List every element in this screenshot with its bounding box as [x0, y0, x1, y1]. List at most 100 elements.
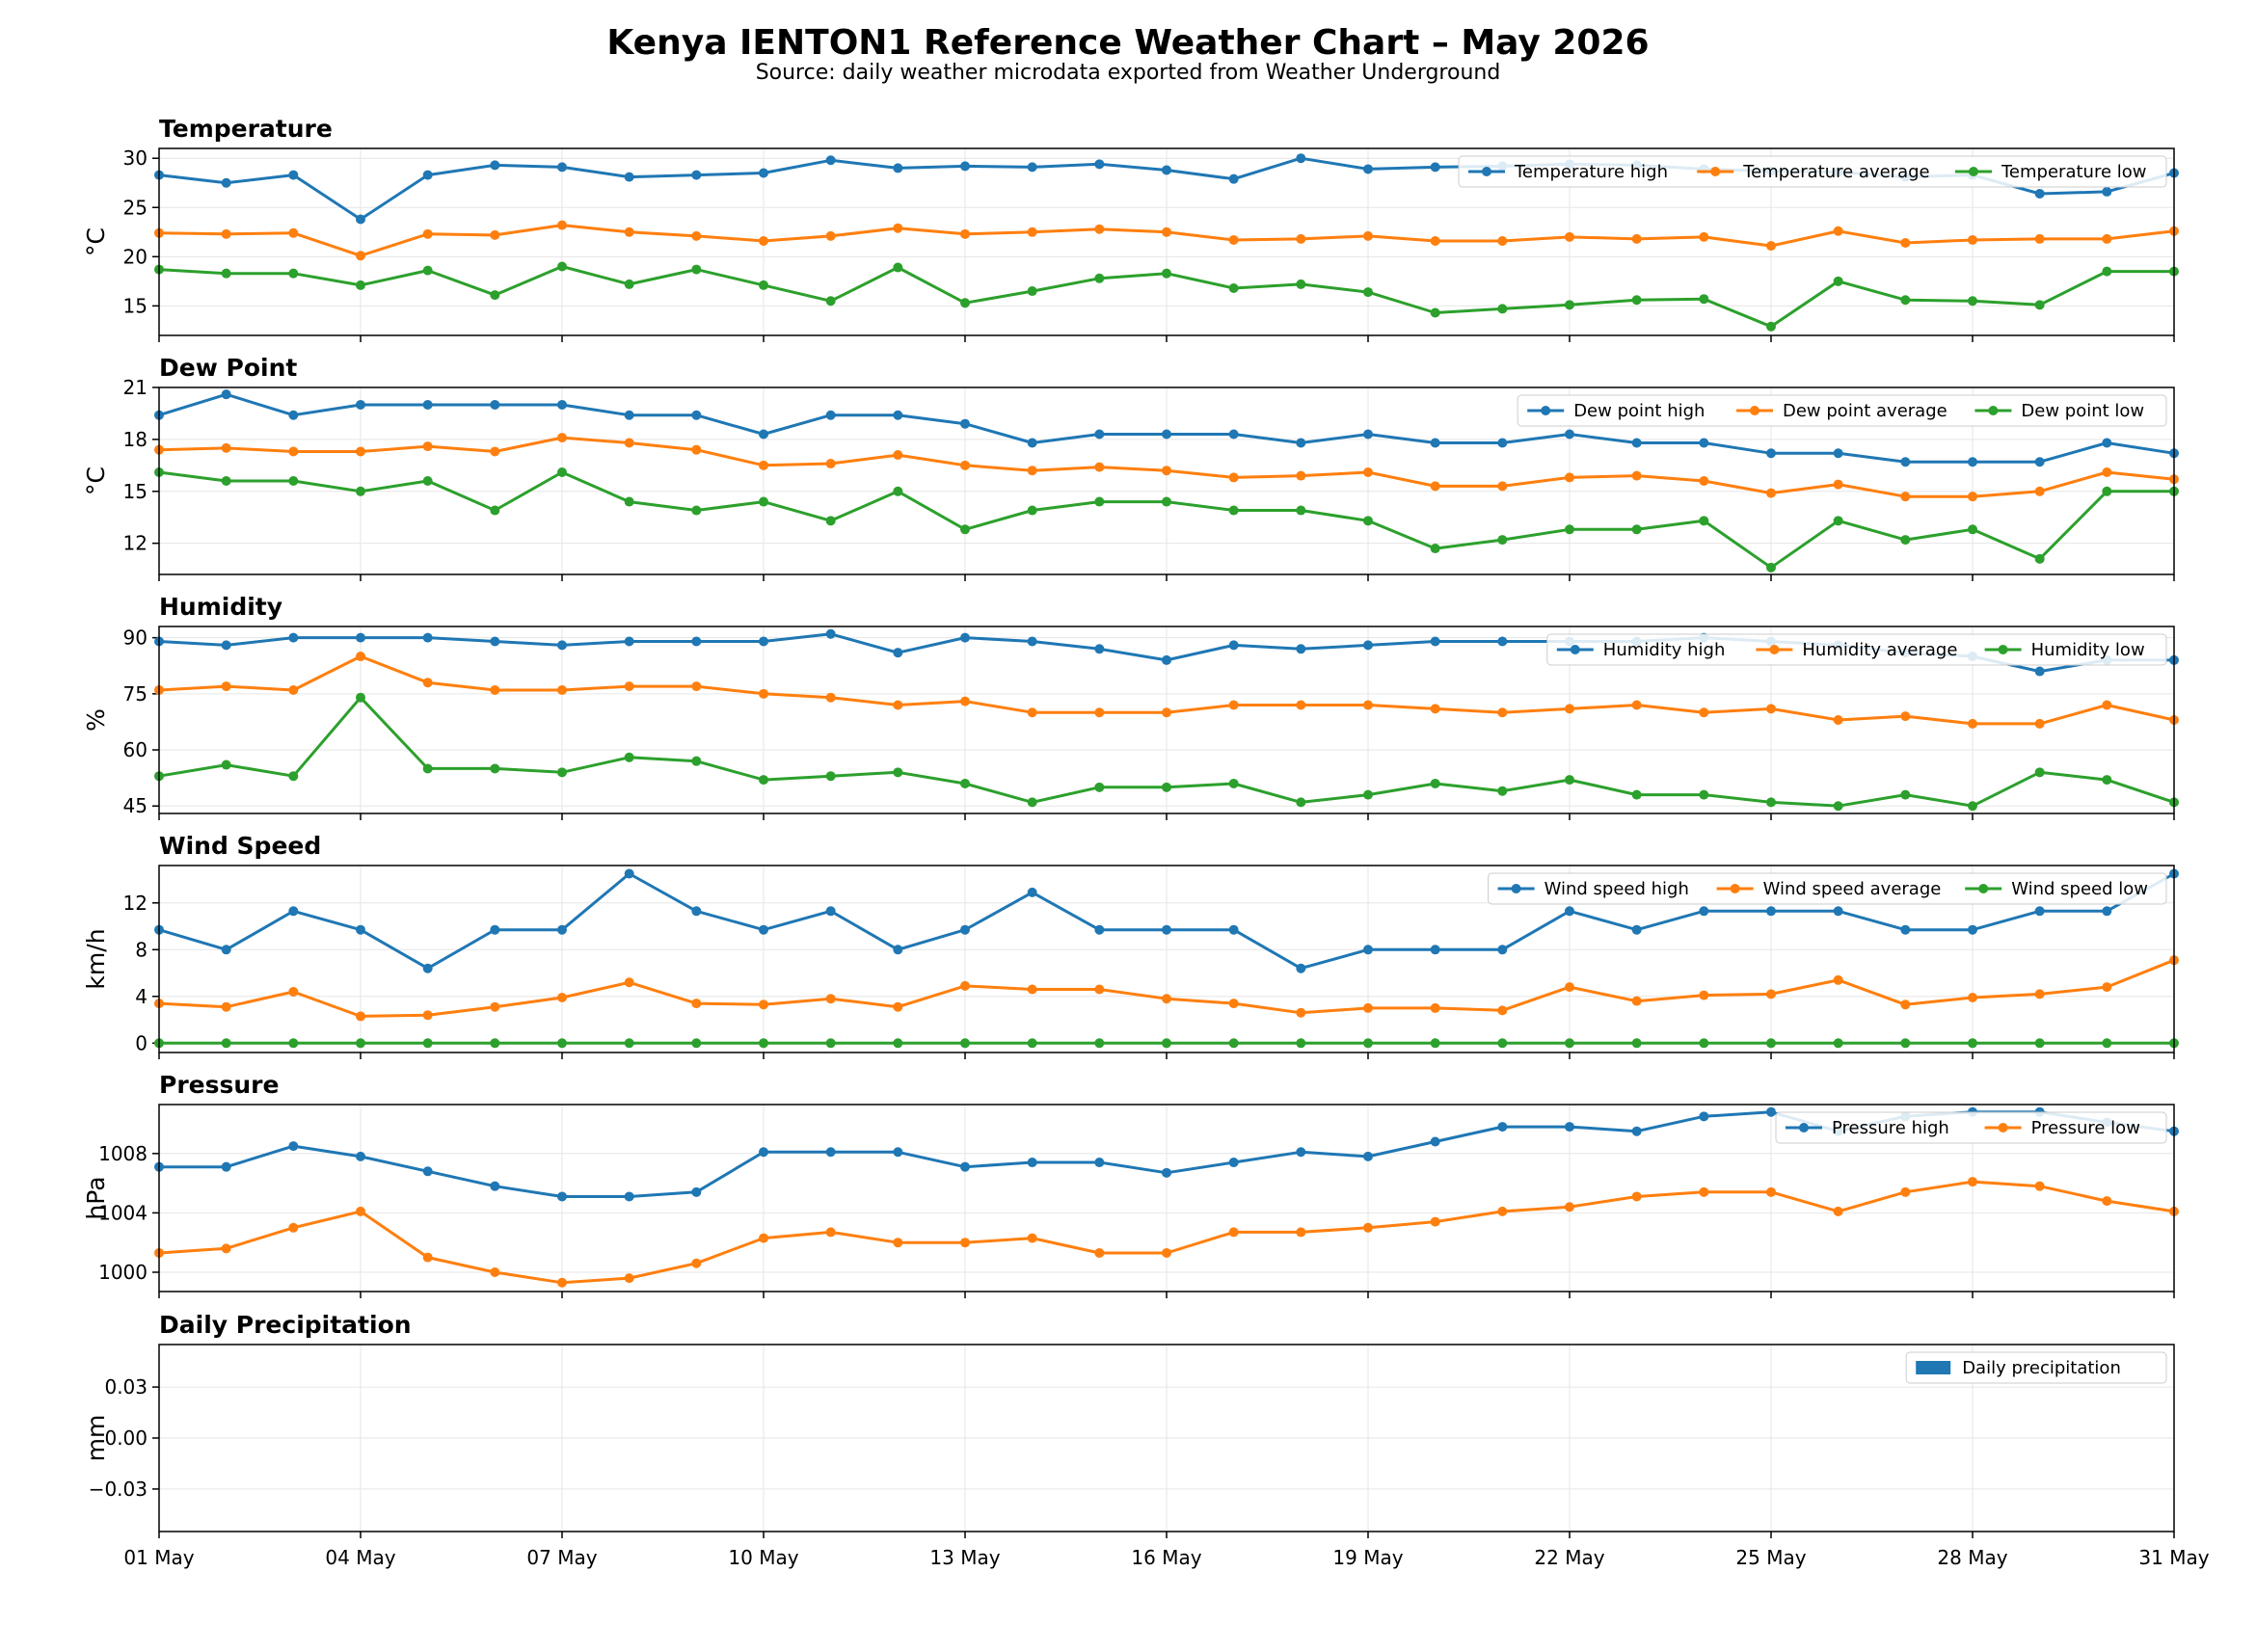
- data-point: [2102, 486, 2112, 496]
- legend-entry: Humidity high: [1603, 640, 1726, 660]
- plot-frame: [158, 386, 2175, 575]
- data-point: [356, 251, 365, 261]
- data-point: [759, 1233, 768, 1243]
- data-point: [1094, 462, 1105, 472]
- data-point: [557, 467, 567, 478]
- data-point: [624, 438, 634, 448]
- plot-frame: [158, 1104, 2175, 1292]
- data-point: [1027, 636, 1037, 647]
- data-point: [1968, 718, 1977, 729]
- data-point: [1363, 429, 1373, 440]
- data-point: [1430, 481, 1440, 492]
- data-point: [1497, 1122, 1508, 1132]
- y-tick-label: 90: [123, 626, 148, 650]
- legend-marker: [1998, 645, 2008, 654]
- data-point: [1027, 286, 1037, 297]
- data-point: [893, 262, 903, 273]
- data-point: [1228, 778, 1239, 788]
- data-point: [1430, 945, 1440, 955]
- data-point: [825, 155, 836, 166]
- data-point: [2034, 767, 2045, 778]
- data-point: [1094, 224, 1105, 234]
- data-point: [1699, 789, 1709, 800]
- data-point: [1228, 1158, 1239, 1168]
- data-point: [1699, 516, 1709, 526]
- data-point: [356, 632, 365, 643]
- data-point: [288, 227, 299, 238]
- data-point: [624, 226, 634, 237]
- data-point: [1162, 429, 1171, 440]
- data-point: [960, 696, 970, 706]
- data-point: [1363, 789, 1373, 800]
- data-point: [557, 399, 567, 410]
- data-point: [1565, 775, 1574, 786]
- data-point: [1968, 457, 1977, 467]
- legend-entry: Humidity low: [2031, 640, 2145, 660]
- data-point: [960, 924, 970, 935]
- data-point: [1363, 700, 1373, 710]
- data-point: [1094, 1158, 1105, 1168]
- data-point: [1699, 476, 1709, 486]
- data-point: [825, 692, 836, 703]
- data-point: [1162, 268, 1171, 279]
- data-point: [1968, 492, 1977, 502]
- data-point: [1631, 1191, 1642, 1202]
- y-axis-label: km/h: [82, 928, 110, 989]
- data-point: [221, 389, 231, 400]
- data-point: [1766, 241, 1776, 252]
- data-point: [759, 636, 768, 647]
- y-tick-label: 45: [123, 794, 148, 817]
- data-point: [1363, 516, 1373, 526]
- data-point: [1833, 1206, 1843, 1216]
- data-point: [1228, 1227, 1239, 1238]
- data-point: [557, 640, 567, 651]
- data-point: [1094, 1247, 1105, 1258]
- data-point: [2034, 300, 2045, 310]
- data-point: [691, 999, 702, 1009]
- data-point: [691, 756, 702, 766]
- data-point: [1162, 654, 1171, 665]
- data-point: [1833, 448, 1843, 459]
- data-point: [825, 1038, 836, 1049]
- data-point: [1363, 1038, 1373, 1049]
- data-point: [893, 223, 903, 233]
- data-point: [1162, 924, 1171, 935]
- data-point: [557, 1277, 567, 1288]
- data-point: [1094, 924, 1105, 935]
- data-point: [759, 775, 768, 786]
- panel-title: Pressure: [159, 1071, 279, 1099]
- data-point: [2102, 438, 2112, 448]
- y-tick-label: 30: [123, 147, 148, 170]
- legend-marker: [1541, 406, 1551, 415]
- data-point: [422, 678, 433, 688]
- legend-marker: [1482, 167, 1491, 176]
- data-point: [1094, 707, 1105, 718]
- y-tick-label: 60: [123, 738, 148, 761]
- data-point: [960, 778, 970, 788]
- data-point: [1228, 234, 1239, 245]
- data-point: [1631, 1126, 1642, 1136]
- data-point: [1363, 1222, 1373, 1233]
- data-point: [1228, 429, 1239, 440]
- data-point: [1497, 945, 1508, 955]
- data-point: [2034, 188, 2045, 199]
- data-point: [356, 446, 365, 457]
- data-point: [1094, 273, 1105, 283]
- data-point: [1766, 448, 1776, 459]
- data-point: [1631, 789, 1642, 800]
- data-point: [759, 924, 768, 935]
- data-point: [893, 945, 903, 955]
- data-point: [825, 994, 836, 1004]
- data-point: [2034, 233, 2045, 244]
- data-point: [691, 1038, 702, 1049]
- data-point: [2034, 718, 2045, 729]
- data-point: [356, 1011, 365, 1022]
- data-point: [1699, 1038, 1709, 1049]
- data-point: [960, 524, 970, 535]
- data-point: [288, 1222, 299, 1233]
- data-point: [624, 752, 634, 762]
- data-point: [490, 924, 500, 935]
- data-point: [2034, 1038, 2045, 1049]
